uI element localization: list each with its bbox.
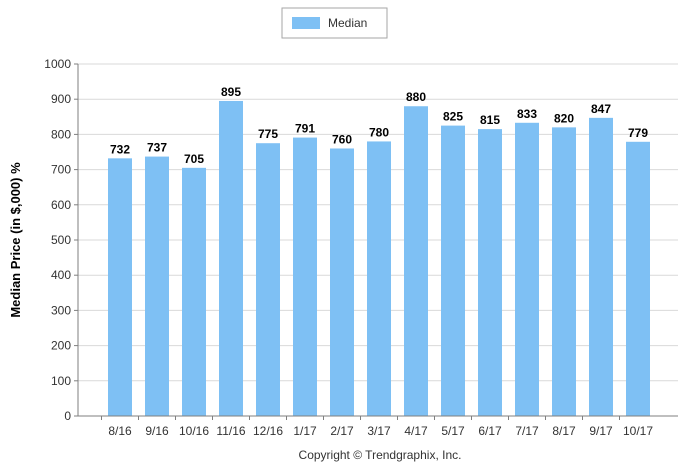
x-tick-label: 5/17 <box>441 424 465 438</box>
x-tick-labels: 8/16 9/16 10/16 11/16 12/16 1/17 2/17 3/17 4/17 5… <box>101 416 653 438</box>
y-tick-label: 200 <box>51 339 71 353</box>
y-tick-label: 700 <box>51 163 71 177</box>
y-tick-label: 1000 <box>44 57 71 71</box>
data-label: 732 <box>110 142 130 156</box>
bar-7-17 <box>515 122 539 416</box>
y-tick-label: 300 <box>51 303 71 317</box>
y-tick-label: 600 <box>51 198 71 212</box>
y-tick-label: 800 <box>51 127 71 141</box>
copyright-text: Copyright © Trendgraphix, Inc. <box>299 448 462 462</box>
data-label: 833 <box>517 107 537 121</box>
y-axis-label: Median Price (in $,000) % <box>8 162 23 318</box>
x-tick-label: 10/16 <box>179 424 209 438</box>
data-label: 815 <box>480 113 500 127</box>
bar-9-17 <box>589 117 613 416</box>
data-label: 847 <box>591 102 611 116</box>
bar-12-16 <box>256 143 280 416</box>
x-tick-label: 9/17 <box>589 424 613 438</box>
x-tick-label: 1/17 <box>293 424 317 438</box>
data-label: 880 <box>406 90 426 104</box>
x-tick-label: 8/16 <box>108 424 132 438</box>
bar-5-17 <box>441 125 465 416</box>
bar-9-16 <box>145 156 169 417</box>
bar-6-17 <box>478 129 502 416</box>
data-label: 895 <box>221 85 241 99</box>
bar-2-17 <box>330 148 354 417</box>
y-tick-labels: 0 100 200 300 400 500 600 700 800 900 1000 <box>44 57 78 423</box>
x-tick-label: 12/16 <box>253 424 283 438</box>
x-tick-label: 11/16 <box>216 424 245 438</box>
data-label: 705 <box>184 152 204 166</box>
y-tick-label: 0 <box>64 409 71 423</box>
x-tick-label: 9/16 <box>145 424 169 438</box>
bar-8-16 <box>108 158 132 416</box>
data-label: 737 <box>147 141 167 155</box>
bar-3-17 <box>367 141 391 416</box>
x-tick-label: 4/17 <box>404 424 428 438</box>
data-label: 825 <box>443 110 463 124</box>
data-label: 760 <box>332 132 352 146</box>
data-label: 775 <box>258 127 278 141</box>
bar-10-17 <box>626 141 650 417</box>
legend-swatch-median <box>292 17 320 29</box>
data-label: 791 <box>295 122 315 136</box>
bar-11-16 <box>219 100 243 417</box>
x-tick-label: 6/17 <box>478 424 502 438</box>
data-label: 820 <box>554 111 574 125</box>
y-tick-label: 100 <box>51 374 71 388</box>
bar-4-17 <box>404 106 428 417</box>
x-tick-label: 3/17 <box>367 424 391 438</box>
bar-8-17 <box>552 127 576 417</box>
data-label: 779 <box>628 126 648 140</box>
x-tick-label: 8/17 <box>552 424 576 438</box>
x-tick-label: 10/17 <box>623 424 653 438</box>
y-tick-label: 500 <box>51 233 71 247</box>
y-tick-label: 400 <box>51 268 71 282</box>
data-labels: 732 737 705 895 775 791 760 780 880 825 815 833 820 8… <box>110 85 648 166</box>
x-tick-label: 2/17 <box>330 424 354 438</box>
y-tick-label: 900 <box>51 92 71 106</box>
bars <box>108 100 650 417</box>
bar-1-17 <box>293 137 317 416</box>
legend: Median <box>281 7 388 39</box>
data-label: 780 <box>369 125 389 139</box>
x-tick-label: 7/17 <box>515 424 539 438</box>
bar-10-16 <box>182 167 206 416</box>
legend-label-median: Median <box>328 16 367 30</box>
